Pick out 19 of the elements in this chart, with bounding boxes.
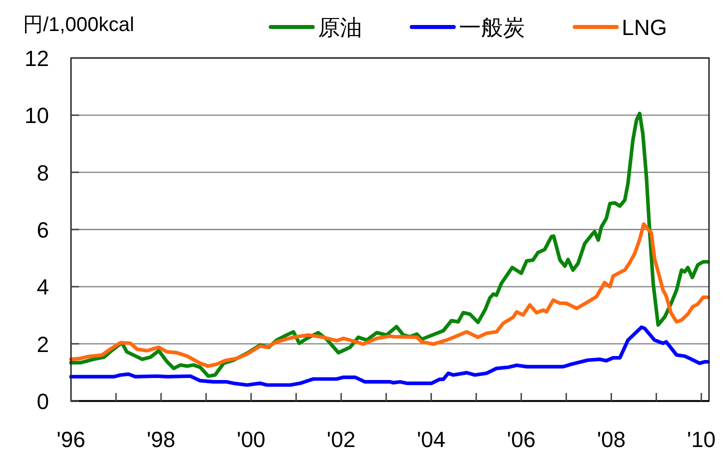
- x-tick-label: '02: [326, 427, 356, 452]
- y-tick-label: 12: [24, 46, 49, 71]
- y-tick-label: 10: [24, 103, 49, 128]
- x-tick-label: '04: [416, 427, 446, 452]
- x-tick-label: '98: [146, 427, 176, 452]
- legend-label: LNG: [622, 15, 667, 40]
- y-tick-label: 6: [36, 218, 49, 242]
- y-tick-label: 0: [36, 389, 49, 414]
- x-tick-label: '08: [596, 427, 626, 452]
- x-tick-label: '06: [506, 427, 536, 452]
- y-tick-label: 2: [36, 332, 49, 357]
- legend-label: 一般炭: [458, 15, 525, 40]
- x-tick-label: '96: [56, 427, 86, 452]
- y-tick-label: 4: [36, 274, 49, 300]
- legend-label: 原油: [318, 15, 362, 40]
- x-tick-label: '10: [687, 427, 716, 452]
- y-axis-title: 円/1,000kcal: [23, 14, 134, 36]
- x-tick-label: '00: [236, 427, 266, 452]
- y-tick-label: 8: [36, 160, 49, 186]
